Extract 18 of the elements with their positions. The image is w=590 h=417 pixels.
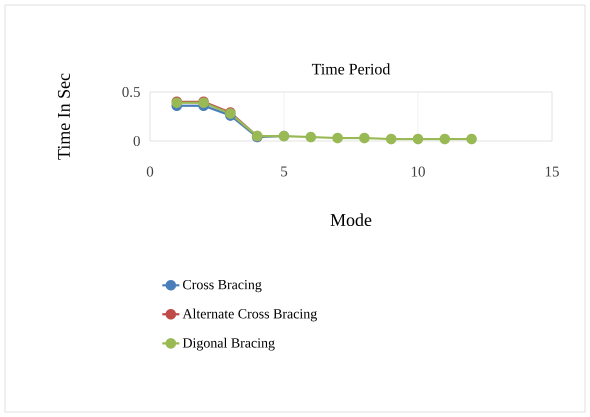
point xyxy=(440,134,450,144)
x-axis-title: Mode xyxy=(330,213,372,226)
point xyxy=(332,132,343,144)
legend-label: Cross Bracing xyxy=(183,280,262,292)
point xyxy=(412,134,424,144)
x-tick-label: 10 xyxy=(412,166,425,177)
y-axis-title: Time In Sec xyxy=(58,74,70,160)
legend-label: Alternate Cross Bracing xyxy=(182,308,317,322)
point xyxy=(359,132,370,144)
x-tick-label: 5 xyxy=(281,166,288,176)
point xyxy=(386,134,396,144)
x-tick-label: 15 xyxy=(546,166,559,177)
x-tick-label: 0 xyxy=(146,166,154,177)
chart-title: Time Period xyxy=(312,63,390,74)
point xyxy=(466,134,477,144)
y-tick-label: 0.5 xyxy=(122,86,140,98)
point xyxy=(306,132,316,142)
legend-label: Digonal Bracing xyxy=(182,338,275,351)
